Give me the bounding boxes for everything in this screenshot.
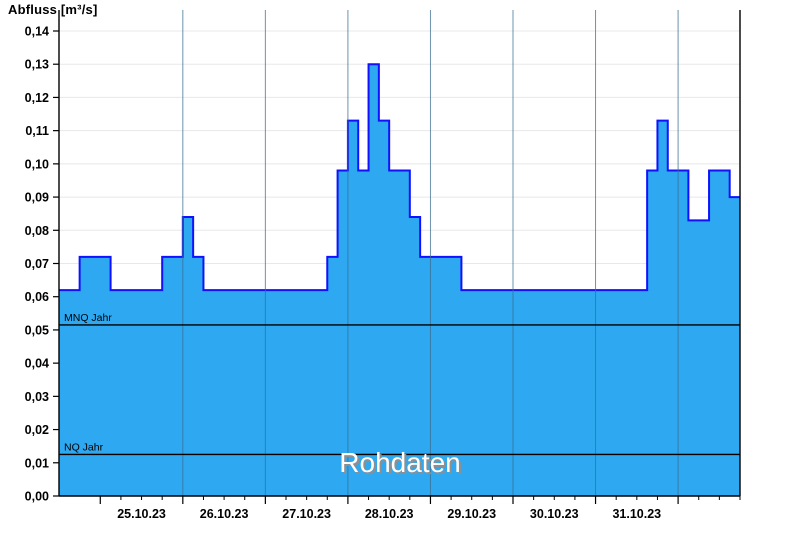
threshold-layer: MNQ Jahr NQ Jahr xyxy=(59,312,740,456)
threshold-label-mnq: MNQ Jahr xyxy=(64,312,112,324)
series-line-abfluss xyxy=(59,63,740,292)
x-axis-tick-label: 29.10.23 xyxy=(447,507,496,521)
y-axis-tick-label: 0,11 xyxy=(25,124,49,138)
y-axis-tick-label: 0,07 xyxy=(25,257,49,271)
y-axis-tick-label: 0,13 xyxy=(25,58,49,72)
y-axis-tick-label: 0,01 xyxy=(25,456,49,470)
threshold-label-nq: NQ Jahr xyxy=(64,441,104,453)
y-axis-tick-label: 0,12 xyxy=(25,91,49,105)
x-axis-tick-label: 30.10.23 xyxy=(530,507,579,521)
y-axis-tick-label: 0,09 xyxy=(25,191,49,205)
y-axis-tick-label: 0,14 xyxy=(25,25,49,39)
y-axis-tick-labels: 0,00 0,01 0,02 0,03 0,04 0,05 0,06 0,07 0,08 0,09… xyxy=(25,25,49,504)
x-axis-tick-labels: 25.10.23 26.10.23 27.10.23 28.10.23 29.10.23… xyxy=(117,507,661,521)
x-axis-tick-label: 28.10.23 xyxy=(365,507,414,521)
x-axis-tick-label: 31.10.23 xyxy=(612,507,661,521)
x-axis-tick-label: 25.10.23 xyxy=(117,507,166,521)
watermark-text: Rohdaten xyxy=(339,447,460,478)
day-divider-layer xyxy=(182,10,679,496)
y-axis-tick-label: 0,04 xyxy=(25,357,49,371)
watermark-shadow-text: Rohdaten xyxy=(341,449,462,480)
axis-layer xyxy=(53,10,741,504)
area-fill xyxy=(59,64,740,497)
y-axis-tick-label: 0,02 xyxy=(25,423,49,437)
data-area-layer xyxy=(59,63,740,497)
y-axis-tick-label: 0,05 xyxy=(25,323,49,337)
y-axis-tick-label: 0,08 xyxy=(25,224,49,238)
y-axis-tick-label: 0,06 xyxy=(25,290,49,304)
x-axis-tick-label: 27.10.23 xyxy=(282,507,331,521)
page-title: Abfluss [m³/s] xyxy=(8,2,98,17)
y-axis-tick-label: 0,00 xyxy=(25,490,49,504)
y-axis-tick-label: 0,03 xyxy=(25,390,49,404)
y-axis-tick-label: 0,10 xyxy=(25,157,49,171)
x-axis-tick-label: 26.10.23 xyxy=(200,507,249,521)
